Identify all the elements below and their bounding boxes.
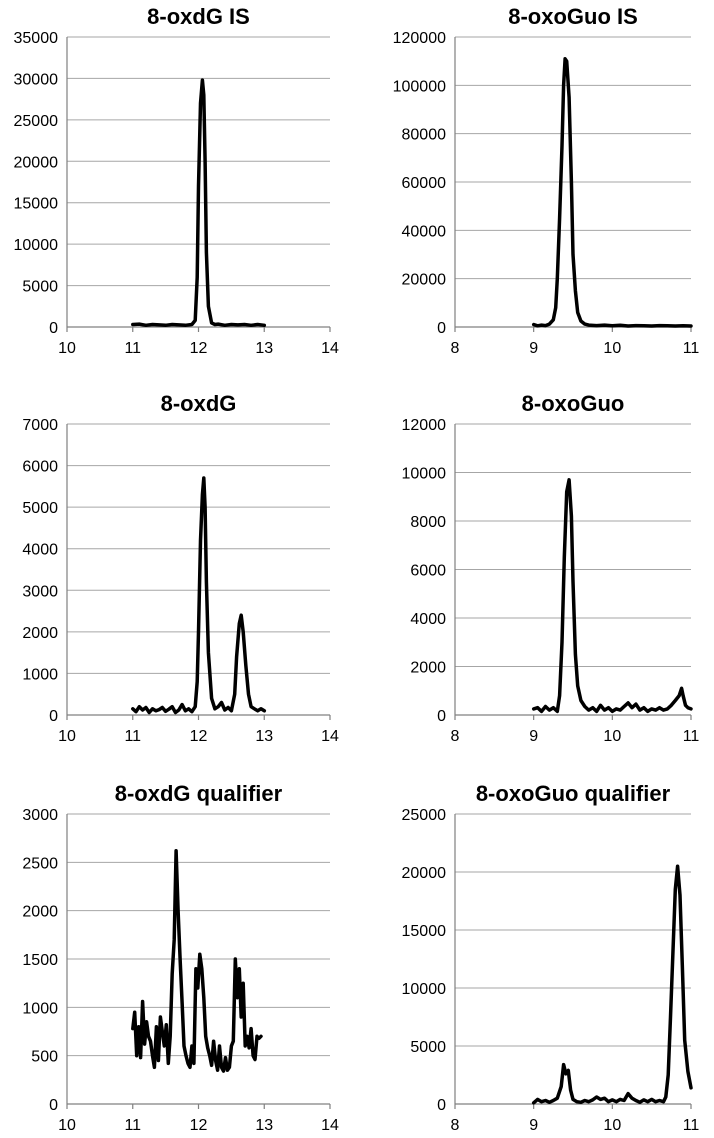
y-tick-label: 80000 xyxy=(402,127,447,144)
x-tick-label: 10 xyxy=(58,340,76,357)
x-tick-label: 11 xyxy=(124,728,141,745)
x-tick-label: 11 xyxy=(683,340,700,357)
y-tick-label: 1500 xyxy=(22,952,58,969)
series-line-1 xyxy=(131,476,267,715)
y-tick-label: 7000 xyxy=(22,417,58,434)
x-tick-label: 13 xyxy=(255,340,273,357)
y-tick-label: 15000 xyxy=(14,196,59,213)
y-tick-label: 20000 xyxy=(402,272,447,289)
y-tick-label: 100000 xyxy=(393,78,446,95)
y-tick-label: 5000 xyxy=(22,500,58,517)
y-tick-label: 2500 xyxy=(22,855,58,872)
y-tick-label: 8000 xyxy=(410,514,446,531)
x-tick-label: 9 xyxy=(529,728,538,745)
x-tick-label: 14 xyxy=(321,340,339,357)
x-tick-label: 8 xyxy=(451,1117,460,1134)
x-tick-label: 8 xyxy=(451,728,460,745)
chart-title: 8-oxdG qualifier xyxy=(115,781,283,806)
series-line-1 xyxy=(531,864,693,1105)
x-tick-label: 10 xyxy=(58,1117,76,1134)
x-tick-label: 9 xyxy=(529,340,538,357)
y-tick-label: 10000 xyxy=(14,237,59,254)
y-tick-label: 6000 xyxy=(22,459,58,476)
y-tick-label: 2000 xyxy=(22,625,58,642)
chart-title: 8-oxdG xyxy=(161,391,237,416)
x-tick-label: 11 xyxy=(683,1117,700,1134)
y-tick-label: 4000 xyxy=(410,611,446,628)
x-tick-label: 13 xyxy=(255,1117,273,1134)
y-tick-label: 1000 xyxy=(22,666,58,683)
y-tick-label: 0 xyxy=(437,1097,446,1114)
x-tick-label: 11 xyxy=(124,1117,141,1134)
chart-panel-2: 8-oxoGuo IS 0 20000 40000 60000 80000 100000 12… xyxy=(393,4,700,357)
series-line-1 xyxy=(131,78,267,328)
y-tick-label: 3000 xyxy=(22,807,58,824)
chart-panel-4: 8-oxoGuo 0 2000 4000 6000 8000 10000 12000 8 9 10 1… xyxy=(402,391,700,745)
x-tick-label: 10 xyxy=(603,1117,621,1134)
y-tick-label: 15000 xyxy=(402,923,447,940)
y-tick-label: 20000 xyxy=(14,154,59,171)
x-tick-label: 14 xyxy=(321,728,339,745)
y-tick-label: 5000 xyxy=(410,1039,446,1056)
y-tick-label: 25000 xyxy=(14,113,59,130)
series-line-1 xyxy=(131,848,263,1073)
chart-panel-5: 8-oxdG qualifier 0 500 1000 1500 2000 2500 3000… xyxy=(22,781,339,1134)
x-tick-label: 11 xyxy=(683,728,700,745)
x-tick-label: 8 xyxy=(451,340,460,357)
series-line-1 xyxy=(531,478,693,714)
y-tick-label: 2000 xyxy=(22,904,58,921)
y-tick-label: 500 xyxy=(31,1049,58,1066)
y-tick-label: 40000 xyxy=(402,223,447,240)
chart-panel-3: 8-oxdG 0 1000 2000 3000 4000 5000 6000 7000 10 11 1… xyxy=(22,391,339,745)
y-tick-label: 120000 xyxy=(393,30,446,47)
x-tick-label: 10 xyxy=(603,340,621,357)
y-tick-label: 60000 xyxy=(402,175,447,192)
x-tick-label: 12 xyxy=(190,1117,208,1134)
y-tick-label: 0 xyxy=(437,708,446,725)
y-tick-label: 0 xyxy=(437,320,446,337)
chart-title: 8-oxoGuo IS xyxy=(508,4,638,29)
y-tick-label: 30000 xyxy=(14,71,59,88)
y-tick-label: 2000 xyxy=(410,660,446,677)
y-tick-label: 6000 xyxy=(410,563,446,580)
y-tick-label: 0 xyxy=(49,320,58,337)
series-line-1 xyxy=(531,57,693,328)
x-tick-label: 9 xyxy=(529,1117,538,1134)
y-tick-label: 25000 xyxy=(402,807,447,824)
y-tick-label: 1000 xyxy=(22,1000,58,1017)
chart-title: 8-oxoGuo xyxy=(522,391,625,416)
y-tick-label: 0 xyxy=(49,708,58,725)
y-tick-label: 12000 xyxy=(402,417,447,434)
x-tick-label: 12 xyxy=(190,340,208,357)
chart-panel-1: 8-oxdG IS 0 5000 10000 15000 20000 25000 30000 3… xyxy=(14,4,340,357)
chart-panel-6: 8-oxoGuo qualifier 0 5000 10000 15000 20000 25… xyxy=(402,781,700,1134)
y-tick-label: 10000 xyxy=(402,981,447,998)
x-tick-label: 14 xyxy=(321,1117,339,1134)
x-tick-label: 12 xyxy=(190,728,208,745)
y-tick-label: 10000 xyxy=(402,466,447,483)
x-tick-label: 10 xyxy=(58,728,76,745)
y-tick-label: 20000 xyxy=(402,865,447,882)
x-tick-label: 10 xyxy=(603,728,621,745)
y-tick-label: 5000 xyxy=(22,279,58,296)
chart-title: 8-oxdG IS xyxy=(147,4,250,29)
x-tick-label: 13 xyxy=(255,728,273,745)
chart-title: 8-oxoGuo qualifier xyxy=(476,781,671,806)
y-tick-label: 0 xyxy=(49,1097,58,1114)
y-tick-label: 35000 xyxy=(14,30,59,47)
x-tick-label: 11 xyxy=(124,340,141,357)
y-tick-label: 4000 xyxy=(22,542,58,559)
y-tick-label: 3000 xyxy=(22,583,58,600)
